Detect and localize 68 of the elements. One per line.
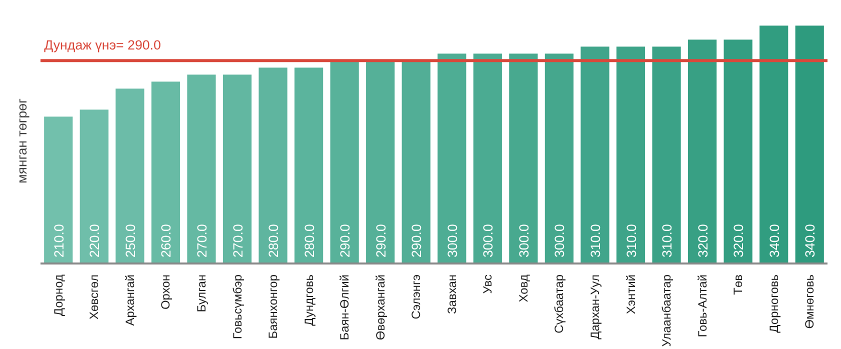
bar bbox=[652, 46, 681, 264]
bar bbox=[187, 74, 216, 264]
bar bbox=[544, 54, 574, 264]
bar bbox=[294, 68, 324, 264]
bar bbox=[330, 60, 359, 264]
x-tick-label: Дорнод bbox=[51, 274, 66, 316]
bar bbox=[402, 60, 430, 264]
data-label: 290.0 bbox=[409, 224, 424, 258]
data-label: 210.0 bbox=[51, 224, 66, 258]
data-label: 320.0 bbox=[731, 224, 746, 258]
bar bbox=[116, 88, 144, 264]
data-label: 300.0 bbox=[444, 224, 460, 258]
bar bbox=[258, 68, 288, 264]
bar bbox=[438, 54, 466, 264]
x-tick-label: Архангай bbox=[122, 274, 137, 326]
data-label: 280.0 bbox=[302, 224, 317, 258]
bar bbox=[616, 46, 646, 264]
ref-line-label: Дундаж үнэ= 290.0 bbox=[44, 38, 161, 53]
bar bbox=[151, 82, 180, 264]
x-tick-label: Төв bbox=[731, 274, 746, 295]
bar bbox=[509, 54, 538, 264]
bar bbox=[473, 54, 502, 264]
x-tick-label: Увс bbox=[480, 274, 495, 294]
y-axis-title: мянган төгрөг bbox=[14, 98, 30, 184]
x-tick-label: Баянхонгор bbox=[266, 274, 280, 339]
x-tick-label: Говь-Алтай bbox=[695, 274, 710, 338]
bar bbox=[80, 110, 108, 264]
data-label: 280.0 bbox=[266, 224, 282, 258]
x-tick-label: Дундговь bbox=[302, 274, 316, 326]
bar bbox=[44, 116, 73, 264]
data-label: 260.0 bbox=[158, 224, 174, 258]
x-tick-label: Говьсүмбэр bbox=[230, 274, 244, 340]
bar bbox=[760, 26, 788, 264]
bar bbox=[222, 74, 252, 264]
data-label: 300.0 bbox=[552, 224, 568, 258]
data-label: 300.0 bbox=[516, 224, 532, 258]
bar bbox=[795, 26, 824, 264]
data-label: 320.0 bbox=[695, 224, 710, 258]
x-tick-label: Улаанбаатар bbox=[660, 274, 674, 347]
bar bbox=[724, 40, 752, 264]
data-label: 340.0 bbox=[802, 224, 818, 258]
data-label: 310.0 bbox=[660, 224, 675, 258]
data-label: 270.0 bbox=[230, 224, 246, 258]
x-tick-label: Ховд bbox=[516, 274, 530, 302]
x-tick-label: Өмнөговь bbox=[802, 274, 817, 329]
x-tick-label: Булган bbox=[194, 274, 208, 312]
bar bbox=[688, 40, 717, 264]
data-label: 220.0 bbox=[87, 224, 102, 258]
bar bbox=[366, 60, 395, 264]
data-label: 300.0 bbox=[480, 224, 496, 258]
x-tick-label: Дорноговь bbox=[766, 274, 781, 333]
x-tick-label: Сүхбаатар bbox=[552, 274, 566, 334]
data-label: 290.0 bbox=[338, 224, 353, 258]
data-label: 290.0 bbox=[373, 224, 388, 258]
x-tick-label: Баян-Өлгий bbox=[338, 274, 352, 340]
x-tick-label: Хөвсгөл bbox=[87, 274, 102, 320]
bar bbox=[580, 46, 610, 264]
x-tick-label: Орхон bbox=[158, 274, 173, 310]
x-tick-label: Сэлэнгэ bbox=[409, 274, 424, 320]
data-label: 310.0 bbox=[624, 224, 639, 258]
x-tick-label: Завхан bbox=[444, 274, 459, 314]
data-label: 340.0 bbox=[766, 224, 782, 258]
data-label: 250.0 bbox=[122, 224, 138, 258]
x-tick-label: Хэнтий bbox=[624, 274, 638, 314]
x-tick-label: Дархан-Уул bbox=[588, 274, 602, 340]
data-label: 310.0 bbox=[588, 224, 603, 258]
x-tick-label: Өвөрхангай bbox=[373, 274, 388, 340]
data-label: 270.0 bbox=[194, 224, 210, 258]
